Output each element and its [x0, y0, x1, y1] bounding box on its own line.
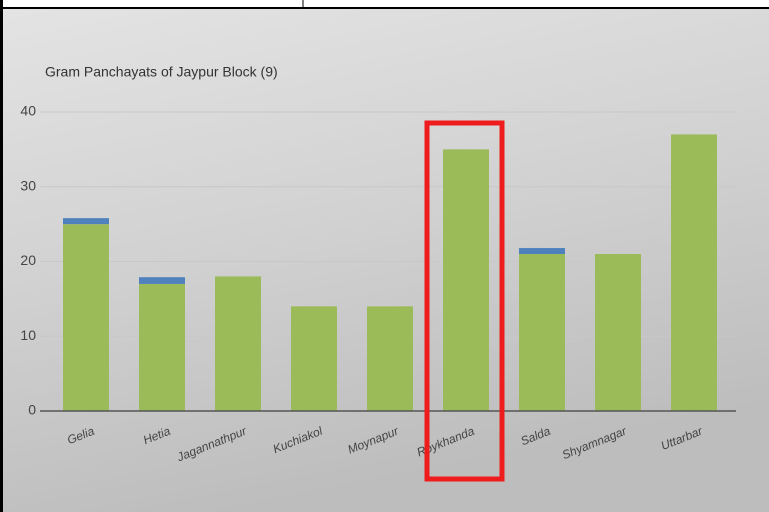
bar-segment — [443, 149, 489, 411]
bar-segment — [215, 276, 261, 411]
top-strip — [0, 0, 769, 8]
y-tick-label: 20 — [20, 252, 36, 268]
bar-segment — [139, 283, 185, 411]
y-tick-label: 40 — [20, 103, 36, 119]
bar-segment — [367, 306, 413, 411]
bar-segment — [63, 218, 109, 225]
bar-segment — [519, 248, 565, 255]
bar-segment — [671, 134, 717, 412]
y-tick-label: 30 — [20, 177, 36, 193]
bar-segment — [139, 277, 185, 284]
bar-segment — [63, 224, 109, 411]
bar-segment — [519, 254, 565, 411]
bar-segment — [291, 306, 337, 411]
y-tick-label: 0 — [28, 402, 36, 418]
highlight-box — [424, 120, 505, 482]
y-tick-label: 10 — [20, 327, 36, 343]
chart-title: Gram Panchayats of Jaypur Block (9) — [45, 64, 278, 80]
bar-segment — [595, 254, 641, 411]
